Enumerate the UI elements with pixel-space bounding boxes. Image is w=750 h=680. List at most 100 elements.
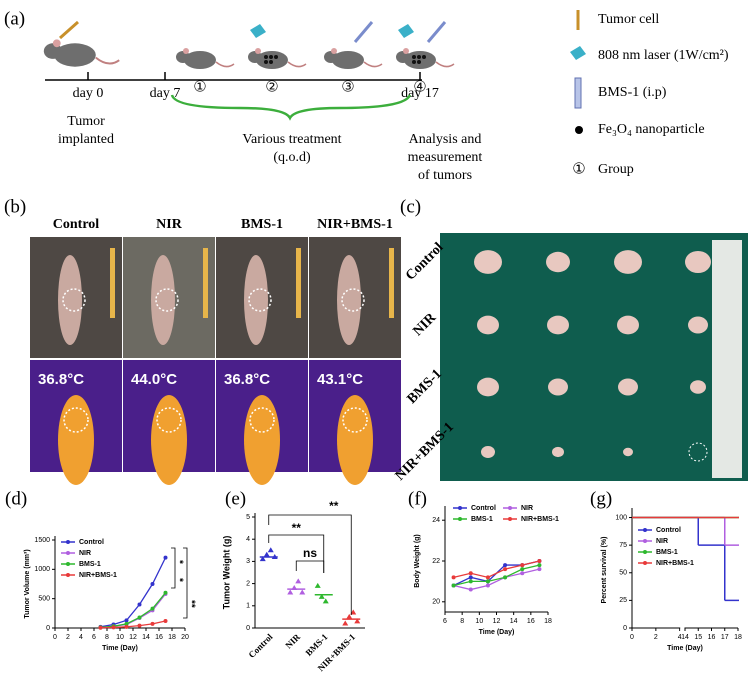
mouse-ear	[52, 39, 61, 48]
x-axis-label: Time (Day)	[102, 645, 138, 652]
thermal-body	[244, 395, 280, 485]
mouse-tail	[95, 56, 120, 65]
nanoparticle	[264, 55, 268, 59]
panel-label: (a)	[4, 8, 25, 29]
legend-label: Control	[656, 527, 681, 534]
nanoparticle	[269, 55, 273, 59]
mouse-icon	[43, 39, 120, 67]
x-tick-label: 16	[527, 618, 535, 625]
treatment-brace	[170, 94, 412, 121]
mouse-tail	[215, 61, 235, 68]
mouse-photo	[58, 255, 82, 345]
nanoparticle	[412, 60, 416, 64]
data-point	[150, 606, 155, 611]
caption: (q.o.d)	[273, 150, 311, 165]
data-point	[150, 621, 155, 626]
laser-icon	[250, 24, 266, 38]
tumor-outline	[249, 407, 275, 433]
data-point	[299, 589, 306, 595]
data-point	[111, 625, 116, 630]
x-tick-label: Control	[246, 631, 275, 660]
temperature: 36.8°C	[224, 371, 270, 388]
thermal-body	[58, 395, 94, 485]
x-tick-label: 4	[79, 634, 83, 641]
panel-label: (f)	[408, 488, 427, 509]
data-point	[318, 593, 325, 599]
legend-marker	[66, 573, 70, 577]
y-axis-label: Body Weight (g)	[414, 534, 421, 588]
data-point	[137, 602, 142, 607]
data-point	[503, 567, 508, 572]
color-scale	[203, 248, 208, 318]
mouse-body	[184, 51, 216, 69]
temperature: 43.1°C	[317, 371, 363, 388]
syringe-icon	[59, 20, 79, 40]
legend-text: Tumor cell	[598, 12, 659, 27]
empty-tumor	[688, 442, 708, 462]
tumor-outline	[62, 288, 86, 312]
y-tick-label: 24	[432, 517, 440, 524]
mouse-ear	[331, 48, 337, 54]
panel-label: (c)	[400, 196, 421, 217]
data-point	[468, 579, 473, 584]
series-line	[100, 593, 167, 629]
x-tick-label: 17	[721, 634, 729, 641]
data-point	[503, 575, 508, 580]
mouse-tail	[435, 61, 455, 68]
legend-symbol: ①	[572, 161, 585, 177]
mouse-head	[176, 51, 190, 63]
significance-bracket	[268, 514, 352, 615]
data-point	[291, 585, 298, 591]
mouse-icon	[324, 48, 383, 69]
y-tick-label: 0	[46, 625, 50, 632]
x-tick-label: 20	[181, 634, 189, 641]
data-point	[537, 559, 542, 563]
laser-icon	[398, 24, 414, 38]
legend-text: BMS-1 (i.p)	[598, 85, 667, 100]
data-point	[503, 563, 508, 568]
tumor	[481, 446, 495, 458]
data-point	[485, 575, 490, 580]
mouse-head	[43, 43, 62, 59]
data-point	[342, 620, 349, 626]
legend-marker	[643, 550, 647, 554]
x-tick-label: 14	[510, 618, 518, 625]
nanoparticle	[412, 55, 416, 59]
column-header: BMS-1	[241, 217, 283, 232]
data-point	[287, 589, 294, 595]
legend-marker	[66, 540, 70, 544]
data-point	[451, 583, 456, 588]
y-tick-label: 4	[246, 536, 250, 543]
syringe-icon	[426, 21, 447, 43]
mouse-head	[248, 51, 262, 63]
nanoparticle	[269, 60, 273, 64]
group-number: ③	[341, 79, 354, 95]
y-axis-label: Tumor Weight (g)	[221, 536, 231, 610]
data-point	[124, 618, 129, 623]
group-number: ④	[413, 79, 426, 95]
data-point	[267, 547, 274, 553]
nanoparticle	[417, 60, 421, 64]
y-tick-label: 500	[38, 596, 50, 603]
legend-label: NIR	[656, 538, 668, 545]
legend-label: NIR+BMS-1	[521, 516, 559, 523]
x-tick-label: 16	[708, 634, 716, 641]
timeline-label: day 0	[73, 86, 104, 101]
x-tick-label: 12	[129, 634, 137, 641]
tumor-outline	[155, 288, 179, 312]
legend-label: NIR	[79, 550, 91, 557]
series-line	[100, 620, 166, 629]
nanoparticle	[422, 55, 426, 59]
data-point	[485, 583, 490, 588]
panel-label: (d)	[5, 488, 27, 509]
y-tick-label: 2	[246, 580, 250, 587]
series-line	[453, 560, 540, 579]
legend-marker	[458, 517, 462, 521]
caption: Various treatment	[242, 132, 341, 147]
group-number: ②	[265, 79, 278, 95]
mouse-photo	[151, 255, 175, 345]
x-tick-label: 4	[678, 634, 682, 641]
data-point	[354, 618, 361, 624]
tumor	[617, 315, 639, 335]
data-point	[98, 625, 103, 630]
